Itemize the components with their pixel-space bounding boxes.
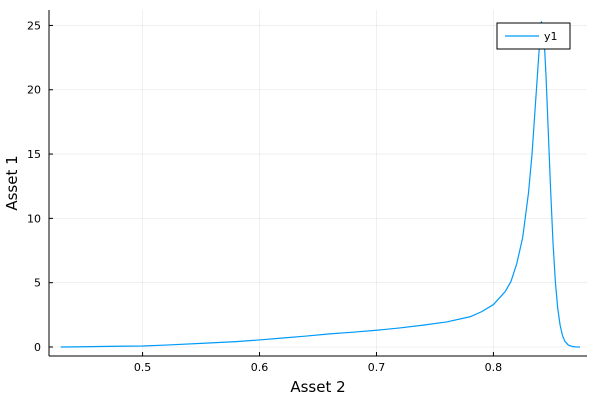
x-tick-label: 0.7 [368,361,386,374]
y-tick-label: 10 [27,212,41,225]
y-ticks: 0 5 10 15 20 25 [27,19,53,354]
y-tick-label: 20 [27,84,41,97]
series-lines [60,20,580,348]
x-tick-label: 0.5 [134,361,152,374]
y-axis-label: Asset 1 [3,155,21,210]
y-tick-label: 15 [27,148,41,161]
y-tick-label: 25 [27,19,41,32]
legend: y1 [496,22,571,50]
legend-entry-y1: y1 [544,30,558,43]
x-tick-label: 0.6 [251,361,269,374]
grid-lines [49,10,587,356]
series-line-y1 [60,20,580,348]
y-tick-label: 5 [34,277,41,290]
y-tick-label: 0 [34,341,41,354]
axes [48,10,587,357]
x-axis-label: Asset 2 [290,378,345,396]
x-tick-label: 0.8 [485,361,503,374]
x-ticks: 0.5 0.6 0.7 0.8 [134,352,502,374]
